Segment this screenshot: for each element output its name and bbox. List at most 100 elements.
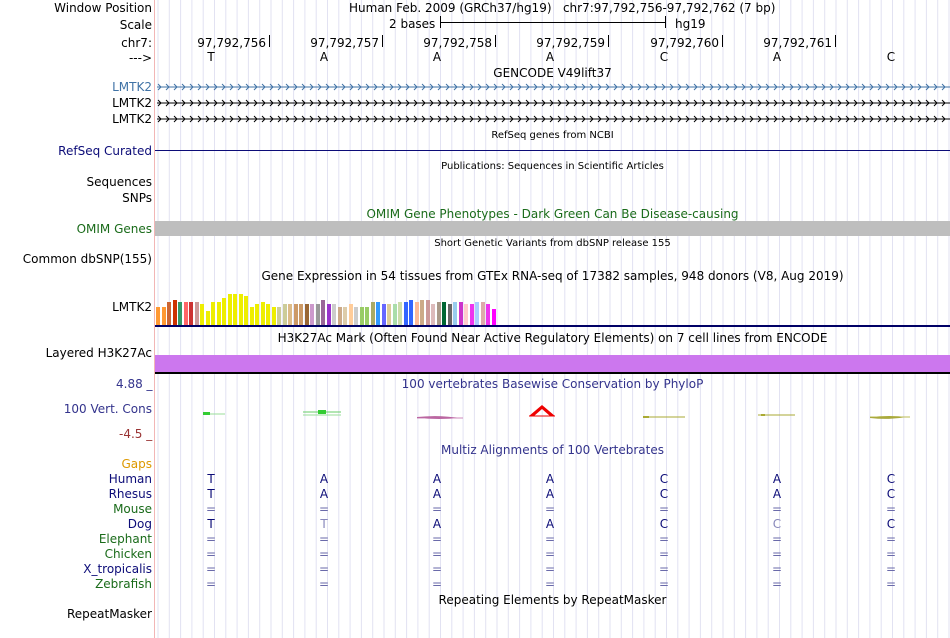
omim-label[interactable]: OMIM Genes xyxy=(76,222,152,236)
strand-chevron xyxy=(341,83,346,91)
gtex-tissue-bar[interactable] xyxy=(293,304,298,325)
multiz-species-label[interactable]: Chicken xyxy=(104,547,152,561)
gtex-tissue-bar[interactable] xyxy=(326,304,331,325)
gtex-tissue-bar[interactable] xyxy=(475,302,479,325)
multiz-gaps-label[interactable]: Gaps xyxy=(121,457,152,471)
gtex-label[interactable]: LMTK2 xyxy=(112,300,152,314)
gtex-tissue-bar[interactable] xyxy=(183,302,188,325)
gtex-tissue-bar[interactable] xyxy=(249,307,254,325)
gtex-tissue-bar[interactable] xyxy=(469,304,474,325)
multiz-species-label[interactable]: Zebrafish xyxy=(95,577,152,591)
gtex-tissue-bar[interactable] xyxy=(277,307,281,325)
multiz-species-label[interactable]: Rhesus xyxy=(108,487,152,501)
multiz-species-label[interactable]: Elephant xyxy=(98,532,152,546)
gtex-tissue-bar[interactable] xyxy=(205,311,210,325)
multiz-species-label[interactable]: Mouse xyxy=(113,502,152,516)
gtex-tissue-bar[interactable] xyxy=(381,304,386,325)
gtex-tissue-bar[interactable] xyxy=(332,304,336,325)
gtex-tissue-bar[interactable] xyxy=(486,304,490,325)
gtex-tissue-bar[interactable] xyxy=(431,304,435,325)
gtex-tissue-bar[interactable] xyxy=(453,302,457,325)
refseq-label[interactable]: RefSeq Curated xyxy=(58,144,152,158)
multiz-species-label[interactable]: X_tropicalis xyxy=(83,562,152,576)
gtex-tissue-bar[interactable] xyxy=(288,304,292,325)
strand-chevron xyxy=(165,99,170,107)
gtex-tissue-bar[interactable] xyxy=(348,304,353,325)
publications-sequences-label[interactable]: Sequences xyxy=(86,175,152,189)
gtex-tissue-bar[interactable] xyxy=(420,300,424,325)
gtex-tissue-bar[interactable] xyxy=(491,309,496,325)
gtex-tissue-bar[interactable] xyxy=(425,300,430,325)
gtex-tissue-bar[interactable] xyxy=(216,302,221,325)
gtex-tissue-bar[interactable] xyxy=(189,302,193,325)
gtex-tissue-bar[interactable] xyxy=(370,302,375,325)
gtex-tissue-bar[interactable] xyxy=(244,296,248,325)
gtex-tissue-bar[interactable] xyxy=(398,302,402,325)
strand-chevron xyxy=(293,83,298,91)
gtex-tissue-bar[interactable] xyxy=(299,304,303,325)
gencode-gene-1-label[interactable]: LMTK2 xyxy=(112,80,152,94)
gtex-tissue-bar[interactable] xyxy=(282,304,287,325)
gtex-tissue-bar[interactable] xyxy=(354,307,358,325)
gtex-tissue-bar[interactable] xyxy=(233,294,237,325)
omim-bar[interactable] xyxy=(155,221,950,236)
gtex-tissue-bar[interactable] xyxy=(161,307,166,325)
gtex-tissue-bar[interactable] xyxy=(178,302,182,325)
repeatmasker-label[interactable]: RepeatMasker xyxy=(66,607,152,621)
cons-plot[interactable] xyxy=(155,398,950,428)
gtex-tissue-bar[interactable] xyxy=(260,302,265,325)
gtex-tissue-bar[interactable] xyxy=(436,302,441,325)
strand-chevron xyxy=(485,83,490,91)
gtex-tissue-bar[interactable] xyxy=(211,302,215,325)
gtex-tissue-bar[interactable] xyxy=(403,302,408,325)
gtex-tissue-bar[interactable] xyxy=(227,294,232,325)
gtex-tissue-bar[interactable] xyxy=(156,307,160,325)
gtex-tissue-bar[interactable] xyxy=(255,304,259,325)
gtex-tissue-bar[interactable] xyxy=(266,304,270,325)
gtex-tissue-bar[interactable] xyxy=(238,294,243,325)
gtex-tissue-bar[interactable] xyxy=(343,307,347,325)
multiz-base: = xyxy=(544,547,556,561)
multiz-species-label[interactable]: Human xyxy=(108,472,152,486)
multiz-species-label[interactable]: Dog xyxy=(127,517,152,531)
gtex-tissue-bar[interactable] xyxy=(172,300,177,325)
h3k27ac-signal[interactable] xyxy=(155,355,950,372)
gtex-tissue-bar[interactable] xyxy=(458,302,463,325)
gtex-tissue-bar[interactable] xyxy=(387,304,391,325)
strand-chevron xyxy=(829,99,834,107)
gtex-tissue-bar[interactable] xyxy=(304,304,309,325)
refseq-transcript[interactable] xyxy=(155,150,950,151)
gtex-tissue-bar[interactable] xyxy=(392,304,397,325)
gtex-tissue-bar[interactable] xyxy=(365,307,369,325)
cons-label[interactable]: 100 Vert. Cons xyxy=(63,402,152,416)
gtex-tissue-bar[interactable] xyxy=(222,298,226,325)
gtex-tissue-bar[interactable] xyxy=(414,302,419,325)
ruler-base: A xyxy=(545,50,555,64)
window-position-value[interactable]: Human Feb. 2009 (GRCh37/hg19) chr7:97,79… xyxy=(349,1,776,15)
strand-chevron xyxy=(805,99,810,107)
gtex-tissue-bar[interactable] xyxy=(409,300,413,325)
gtex-tissue-bar[interactable] xyxy=(442,302,446,325)
gtex-tissue-bar[interactable] xyxy=(447,304,452,325)
strand-chevron xyxy=(317,115,322,123)
h3k27ac-label[interactable]: Layered H3K27Ac xyxy=(45,346,152,360)
gtex-bar-chart[interactable] xyxy=(155,284,950,325)
gtex-tissue-bar[interactable] xyxy=(376,302,380,325)
dbsnp-label[interactable]: Common dbSNP(155) xyxy=(22,252,152,266)
gtex-tissue-bar[interactable] xyxy=(310,304,314,325)
gtex-tissue-bar[interactable] xyxy=(480,302,485,325)
gtex-tissue-bar[interactable] xyxy=(321,300,325,325)
gtex-tissue-bar[interactable] xyxy=(200,304,204,325)
gtex-tissue-bar[interactable] xyxy=(359,307,364,325)
gencode-transcripts[interactable] xyxy=(155,80,950,128)
gtex-tissue-bar[interactable] xyxy=(194,302,199,325)
gtex-tissue-bar[interactable] xyxy=(271,307,276,325)
gtex-tissue-bar[interactable] xyxy=(337,307,342,325)
gencode-gene-3-label[interactable]: LMTK2 xyxy=(112,112,152,126)
gtex-tissue-bar[interactable] xyxy=(464,304,468,325)
gencode-gene-2-label[interactable]: LMTK2 xyxy=(112,96,152,110)
publications-snps-label[interactable]: SNPs xyxy=(122,191,152,205)
gencode-title: GENCODE V49lift37 xyxy=(493,66,612,80)
gtex-tissue-bar[interactable] xyxy=(315,304,320,325)
gtex-tissue-bar[interactable] xyxy=(167,302,171,325)
